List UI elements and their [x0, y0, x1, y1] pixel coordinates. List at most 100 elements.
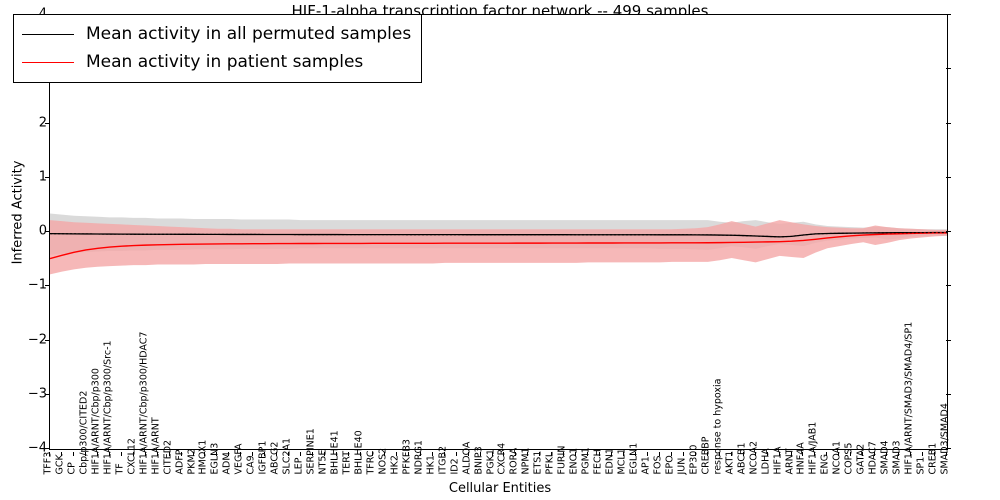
x-tick-label: HIF1A/ARNT/Cbp/p300 — [90, 367, 102, 474]
x-axis-label: Cellular Entities — [448, 481, 552, 496]
legend-line-patient — [22, 61, 74, 63]
x-tick-label: TF — [114, 462, 126, 474]
x-tick-mark — [108, 452, 110, 456]
x-tick-mark — [395, 452, 397, 456]
x-tick-mark — [850, 452, 852, 456]
x-tick-mark — [348, 452, 349, 456]
x-tick-label: TFF3 — [42, 451, 54, 474]
y-tick-mark — [45, 448, 50, 449]
x-tick-label: EPO — [664, 454, 676, 474]
x-tick-mark — [898, 452, 900, 456]
x-tick-mark — [503, 452, 505, 456]
x-tick-label: SMAD3/SMAD4 — [939, 402, 951, 474]
x-tick-label: CXCR4 — [496, 442, 508, 474]
x-tick-label: HK1 — [425, 454, 437, 474]
x-tick-label: ALDOA — [461, 441, 473, 474]
x-tick-label: Cbp/p300/CITED2 — [78, 390, 90, 474]
x-tick-label: ARNT — [784, 447, 796, 474]
x-tick-label: TERT — [341, 450, 353, 474]
x-tick-mark — [802, 452, 804, 456]
x-tick-mark — [228, 452, 230, 456]
x-tick-label: AKT1 — [724, 450, 736, 474]
x-tick-label: ADM — [221, 451, 233, 474]
x-tick-mark — [479, 452, 481, 456]
x-tick-label: BHLHE40 — [353, 429, 365, 474]
x-tick-label: BHLHE41 — [329, 429, 341, 474]
x-tick-label: NOS2 — [377, 447, 389, 474]
x-tick-mark — [312, 452, 314, 456]
y-tick-mark — [946, 122, 951, 124]
x-tick-mark — [730, 452, 732, 456]
x-tick-mark — [551, 452, 553, 456]
x-tick-mark — [431, 452, 433, 456]
legend-label-patient: Mean activity in patient samples — [86, 52, 364, 72]
x-tick-mark — [658, 452, 660, 456]
x-tick-label: HIF1A/ARNT/Cbp/p300/Src-1 — [102, 339, 114, 474]
x-tick-mark — [527, 452, 529, 456]
x-tick-mark — [336, 452, 338, 456]
x-tick-label: SMAD3 — [891, 439, 903, 474]
x-tick-label: LEP — [293, 456, 305, 474]
x-tick-label: CP — [66, 461, 78, 474]
legend-label-permuted: Mean activity in all permuted samples — [86, 24, 412, 44]
x-tick-label: ITGB2 — [437, 445, 449, 474]
x-tick-label: EP300 — [688, 444, 700, 474]
x-tick-mark — [216, 452, 218, 456]
x-tick-mark — [623, 452, 625, 456]
y-tick-mark — [946, 448, 951, 449]
y-tick-label: −2 — [27, 332, 47, 347]
x-tick-label: FECH — [592, 448, 604, 474]
x-tick-label: BNIP3 — [473, 445, 485, 474]
y-tick-mark — [45, 393, 50, 395]
x-tick-mark — [192, 452, 194, 456]
x-tick-mark — [324, 452, 326, 456]
x-tick-mark — [49, 452, 50, 456]
x-tick-mark — [946, 452, 947, 456]
legend-line-permuted — [22, 33, 74, 35]
x-tick-label: NT5E — [317, 449, 329, 474]
x-tick-mark — [168, 452, 170, 456]
x-tick-label: SMAD4 — [879, 439, 891, 474]
x-tick-mark — [300, 452, 302, 456]
x-tick-label: ID2 — [449, 457, 461, 474]
y-tick-mark — [946, 393, 951, 395]
x-tick-mark — [742, 452, 744, 456]
x-tick-label: EDN1 — [604, 447, 616, 474]
plot-area — [49, 14, 948, 450]
x-tick-label: NCOA1 — [831, 440, 843, 474]
chart-legend: Mean activity in all permuted samples Me… — [13, 14, 423, 83]
y-tick-label: 2 — [38, 115, 47, 130]
y-tick-mark — [45, 339, 50, 341]
y-tick-mark — [946, 285, 951, 287]
y-tick-label: −4 — [27, 440, 47, 456]
x-tick-mark — [718, 452, 720, 456]
x-tick-mark — [838, 452, 840, 456]
x-tick-mark — [120, 452, 122, 456]
x-tick-mark — [443, 452, 445, 456]
x-tick-label: HNF4A — [795, 441, 807, 474]
legend-item: Mean activity in patient samples — [22, 48, 411, 76]
x-axis-tick-labels: TFF3 GCK CP Cbp/p300/CITED2 HIF1A/ARNT/Cbp/p… — [43, 321, 951, 500]
x-tick-label: PGM1 — [580, 446, 592, 474]
x-tick-label: EGLN1 — [628, 442, 640, 474]
x-tick-label: ENO1 — [568, 447, 580, 474]
x-tick-mark — [694, 452, 696, 456]
y-tick-mark — [946, 339, 951, 341]
y-tick-label: 0 — [38, 223, 47, 239]
x-tick-label: CA9 — [245, 454, 257, 474]
x-tick-mark — [910, 452, 912, 456]
x-tick-mark — [467, 452, 469, 456]
x-tick-mark — [132, 452, 134, 456]
x-tick-label: HK2 — [389, 454, 401, 474]
x-tick-mark — [766, 452, 768, 456]
x-tick-mark — [515, 452, 517, 456]
x-tick-mark — [587, 452, 589, 456]
x-tick-mark — [539, 452, 541, 456]
x-tick-mark — [886, 452, 888, 456]
x-tick-label: ETS1 — [532, 450, 544, 474]
x-tick-label: JUN — [676, 457, 688, 474]
x-tick-label: response to hypoxia — [712, 377, 724, 474]
x-tick-label: HIF1A — [772, 446, 784, 474]
x-tick-mark — [647, 452, 648, 456]
